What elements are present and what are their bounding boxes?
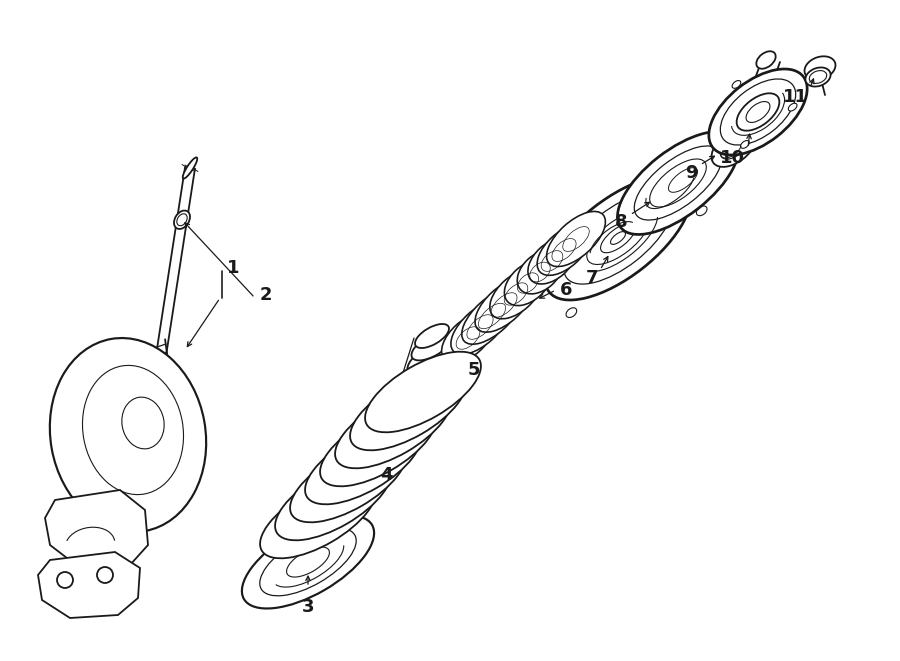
- Ellipse shape: [174, 211, 190, 229]
- Text: 3: 3: [302, 598, 314, 616]
- Ellipse shape: [566, 308, 577, 317]
- Ellipse shape: [415, 324, 449, 348]
- Ellipse shape: [528, 238, 576, 284]
- Ellipse shape: [408, 341, 456, 375]
- Ellipse shape: [545, 176, 691, 300]
- Text: 9: 9: [686, 164, 698, 182]
- Ellipse shape: [475, 278, 533, 332]
- Ellipse shape: [660, 159, 670, 169]
- Ellipse shape: [537, 225, 591, 276]
- Text: 4: 4: [380, 466, 392, 484]
- Ellipse shape: [805, 56, 835, 80]
- Text: 11: 11: [783, 88, 808, 106]
- Ellipse shape: [462, 288, 522, 344]
- Ellipse shape: [806, 67, 831, 87]
- Ellipse shape: [617, 132, 739, 235]
- Text: 5: 5: [468, 361, 481, 379]
- Ellipse shape: [697, 206, 707, 215]
- Text: 7: 7: [586, 269, 598, 287]
- Ellipse shape: [529, 260, 540, 270]
- Ellipse shape: [720, 79, 796, 145]
- Ellipse shape: [411, 332, 453, 360]
- Ellipse shape: [709, 69, 807, 155]
- Ellipse shape: [756, 52, 776, 69]
- Ellipse shape: [563, 192, 672, 284]
- Ellipse shape: [335, 388, 451, 468]
- Ellipse shape: [504, 260, 552, 305]
- Ellipse shape: [305, 424, 421, 504]
- Ellipse shape: [320, 406, 436, 486]
- Text: 1: 1: [227, 259, 239, 277]
- Ellipse shape: [634, 146, 722, 220]
- Ellipse shape: [451, 299, 509, 354]
- Polygon shape: [38, 552, 140, 618]
- Text: 10: 10: [720, 149, 745, 167]
- Text: 8: 8: [616, 213, 628, 231]
- Polygon shape: [45, 490, 148, 568]
- Ellipse shape: [732, 81, 741, 89]
- Ellipse shape: [350, 369, 466, 450]
- Ellipse shape: [50, 338, 206, 532]
- Ellipse shape: [518, 250, 562, 294]
- Ellipse shape: [290, 442, 406, 522]
- Ellipse shape: [404, 354, 460, 393]
- Ellipse shape: [546, 212, 606, 266]
- Ellipse shape: [712, 127, 757, 167]
- Ellipse shape: [260, 528, 356, 596]
- Ellipse shape: [442, 313, 494, 363]
- Ellipse shape: [490, 269, 542, 319]
- Ellipse shape: [260, 478, 376, 559]
- Ellipse shape: [788, 103, 797, 111]
- Ellipse shape: [741, 141, 749, 148]
- Ellipse shape: [183, 157, 197, 178]
- Ellipse shape: [242, 516, 374, 609]
- Ellipse shape: [275, 459, 391, 540]
- Text: 6: 6: [560, 281, 572, 299]
- Ellipse shape: [365, 352, 481, 432]
- Text: 2: 2: [260, 286, 273, 304]
- Ellipse shape: [736, 93, 779, 131]
